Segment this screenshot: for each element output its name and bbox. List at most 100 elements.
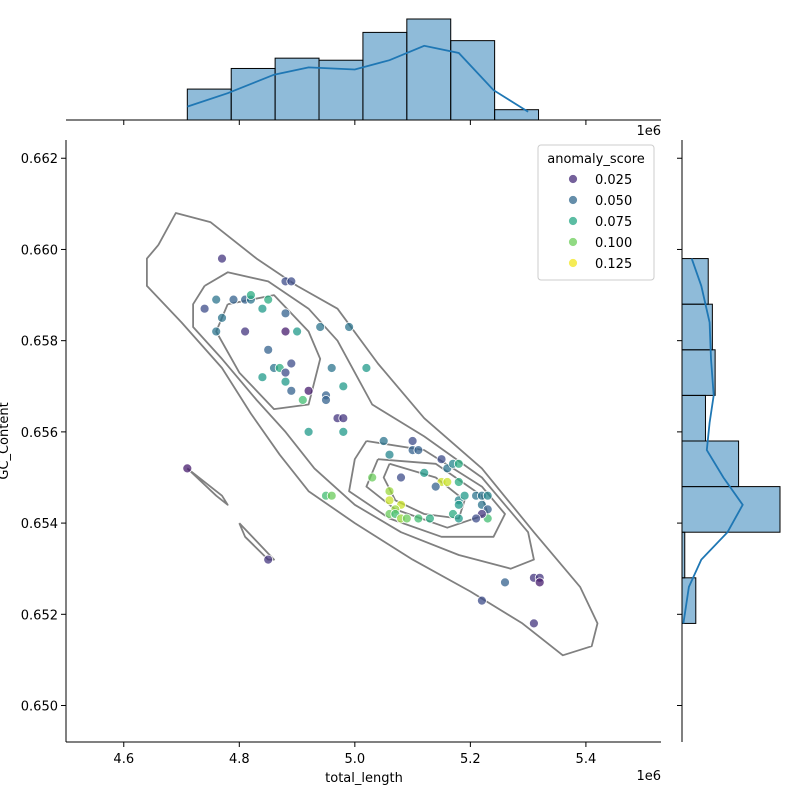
scatter-point — [384, 486, 395, 497]
right-histogram-bar — [681, 394, 706, 442]
scatter-point — [442, 477, 453, 487]
y-tick-label: 0.660 — [21, 243, 58, 258]
scatter-point — [211, 326, 222, 337]
y-axis-label: GC_Content — [0, 402, 12, 479]
kde-contour-line — [186, 467, 229, 506]
scatter-point — [534, 577, 545, 588]
scatter-point — [453, 513, 464, 524]
scatter-point — [326, 490, 337, 501]
scatter-point — [263, 294, 274, 305]
kde-contour-line — [146, 212, 599, 657]
top-axis-multiplier: 1e6 — [636, 124, 661, 139]
scatter-point — [280, 326, 291, 337]
scatter-point — [280, 376, 291, 387]
scatter-point — [529, 618, 539, 629]
scatter-point — [453, 477, 464, 487]
x-axis-ticks: 4.6 4.8 5.0 5.2 5.4 — [113, 742, 596, 767]
scatter-point — [211, 294, 222, 305]
scatter-point — [476, 595, 487, 606]
legend-label: 0.100 — [595, 236, 632, 251]
scatter-point — [303, 385, 314, 396]
scatter-point — [286, 358, 297, 369]
scatter-point — [292, 326, 303, 337]
scatter-points — [182, 253, 545, 629]
y-axis-ticks: 0.650 0.652 0.654 0.656 0.658 0.660 0.662 — [21, 152, 66, 715]
x-tick-label: 4.8 — [229, 752, 250, 767]
x-tick-label: 5.4 — [576, 752, 597, 767]
x-axis-multiplier: 1e6 — [636, 769, 661, 784]
kde-contour-line — [215, 294, 322, 410]
y-tick-label: 0.662 — [21, 152, 58, 167]
right-kde-curve — [682, 258, 744, 624]
scatter-point — [338, 426, 349, 437]
y-tick-label: 0.658 — [21, 335, 58, 350]
y-tick-label: 0.654 — [21, 517, 58, 532]
y-tick-label: 0.652 — [21, 608, 58, 623]
legend-marker — [568, 237, 578, 247]
x-tick-label: 5.0 — [344, 752, 365, 767]
main-scatter-axes: 4.6 4.8 5.0 5.2 5.4 0.6500.6520.6540.6560.65… — [0, 124, 661, 786]
scatter-point — [436, 454, 447, 465]
x-axis-label: total_length — [325, 771, 403, 786]
scatter-point — [424, 513, 435, 524]
right-marginal-histogram — [677, 140, 781, 742]
scatter-point — [471, 513, 482, 524]
scatter-point — [326, 363, 337, 373]
scatter-point — [419, 467, 430, 478]
scatter-point — [228, 294, 239, 305]
scatter-point — [459, 490, 470, 501]
scatter-point — [217, 312, 227, 323]
scatter-point — [413, 513, 424, 524]
scatter-point — [338, 413, 349, 424]
scatter-point — [453, 458, 464, 469]
right-histogram-bar — [681, 349, 716, 396]
y-tick-label: 0.656 — [21, 426, 58, 441]
legend-label: 0.025 — [595, 173, 632, 188]
top-histogram-bar — [450, 40, 496, 121]
scatter-point — [384, 449, 395, 460]
scatter-point — [407, 436, 418, 446]
scatter-point — [361, 363, 372, 373]
scatter-point — [396, 472, 406, 483]
scatter-point — [263, 554, 274, 565]
scatter-point — [482, 490, 493, 501]
scatter-point — [413, 445, 424, 456]
legend-marker — [568, 195, 578, 205]
scatter-point — [263, 344, 274, 355]
legend-title: anomaly_score — [547, 152, 645, 167]
legend-label: 0.075 — [595, 215, 632, 230]
legend-marker — [568, 258, 578, 268]
scatter-point — [453, 499, 464, 510]
legend-frame — [537, 144, 655, 281]
legend-marker — [568, 174, 578, 184]
scatter-point — [500, 577, 510, 588]
scatter-point — [286, 385, 297, 396]
top-histogram-bar — [406, 18, 452, 121]
scatter-point — [240, 326, 251, 337]
top-marginal-ticks — [123, 120, 587, 125]
scatter-point — [297, 395, 308, 405]
legend-marker — [568, 216, 578, 226]
right-marginal-ticks — [677, 157, 682, 707]
legend-entries: 0.025 0.050 0.075 0.100 0.125 — [568, 173, 632, 272]
top-histogram-bar — [362, 31, 408, 121]
legend-label: 0.125 — [595, 257, 632, 272]
scatter-point — [199, 303, 210, 314]
legend-label: 0.050 — [595, 194, 632, 209]
scatter-point — [367, 472, 378, 483]
scatter-point — [245, 290, 256, 301]
scatter-point — [430, 481, 441, 492]
y-tick-label: 0.650 — [21, 700, 58, 715]
scatter-point — [321, 395, 331, 405]
kde-contour-line — [192, 271, 535, 570]
scatter-point — [182, 463, 193, 474]
top-kde-curve — [187, 44, 529, 113]
scatter-point — [303, 426, 314, 437]
scatter-point — [257, 303, 268, 314]
top-histogram-bar — [494, 109, 540, 121]
scatter-point — [338, 381, 349, 392]
top-histogram-bar — [274, 57, 320, 121]
legend: anomaly_score 0.025 0.050 0.075 0.100 0.125 — [537, 144, 655, 281]
